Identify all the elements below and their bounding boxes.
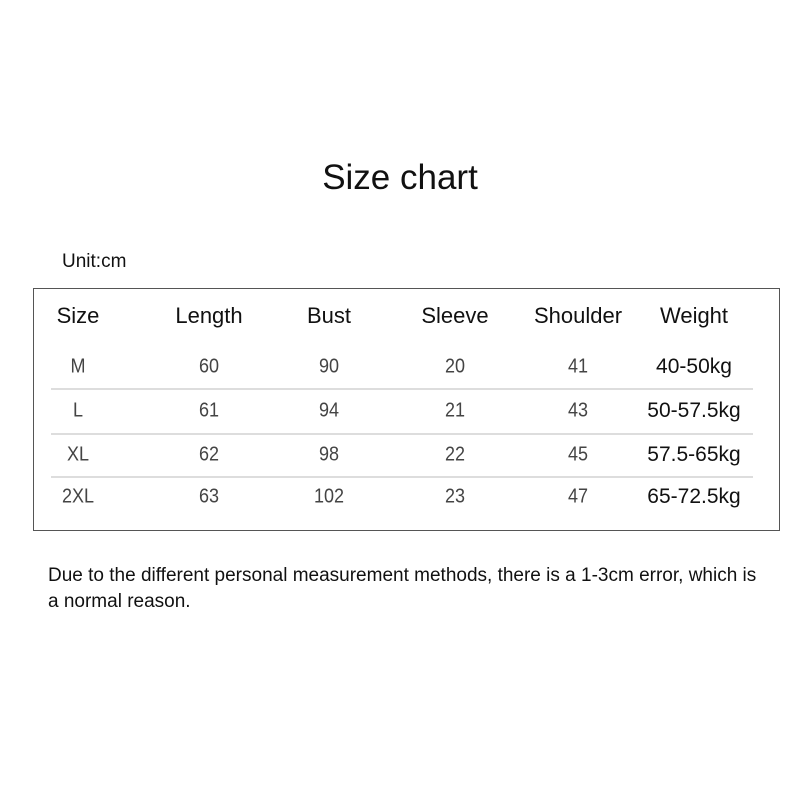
table-cell: 63 — [198, 485, 220, 508]
row-divider — [51, 433, 753, 435]
table-cell: 41 — [567, 355, 589, 378]
table-cell: 43 — [567, 399, 589, 422]
measurement-note: Due to the different personal measuremen… — [48, 565, 757, 612]
table-cell: 45 — [567, 443, 589, 466]
table-cell: 20 — [444, 355, 466, 378]
size-table: Size Length Bust Sleeve Shoulder Weight M 60 90 2… — [33, 288, 780, 531]
table-cell: M — [70, 355, 86, 378]
row-divider — [51, 476, 753, 478]
page-title: Size chart — [322, 158, 478, 197]
table-cell: 62 — [198, 443, 220, 466]
column-header: Length — [175, 303, 243, 328]
table-cell: 47 — [567, 485, 589, 508]
table-cell: 94 — [318, 399, 340, 422]
unit-label: Unit:cm — [62, 251, 127, 272]
table-cell: 98 — [318, 443, 340, 466]
column-header: Weight — [659, 303, 729, 328]
table-cell: 23 — [444, 485, 466, 508]
row-divider — [51, 388, 753, 390]
column-header: Size — [56, 303, 100, 328]
table-cell: 22 — [444, 443, 466, 466]
table-cell: 21 — [444, 399, 466, 422]
table-cell: 90 — [318, 355, 340, 378]
column-header: Sleeve — [421, 303, 489, 328]
column-header: Bust — [306, 303, 352, 328]
table-cell: 40-50kg — [656, 355, 732, 378]
column-header: Shoulder — [533, 303, 623, 328]
table-cell: XL — [66, 443, 90, 466]
table-cell: 61 — [198, 399, 220, 422]
table-cell: 102 — [313, 485, 345, 508]
table-cell: 65-72.5kg — [647, 485, 741, 508]
table-cell: 2XL — [61, 485, 95, 508]
table-cell: 50-57.5kg — [647, 399, 741, 422]
table-cell: 60 — [198, 355, 220, 378]
table-cell: 57.5-65kg — [647, 443, 741, 466]
table-cell: L — [72, 399, 84, 422]
